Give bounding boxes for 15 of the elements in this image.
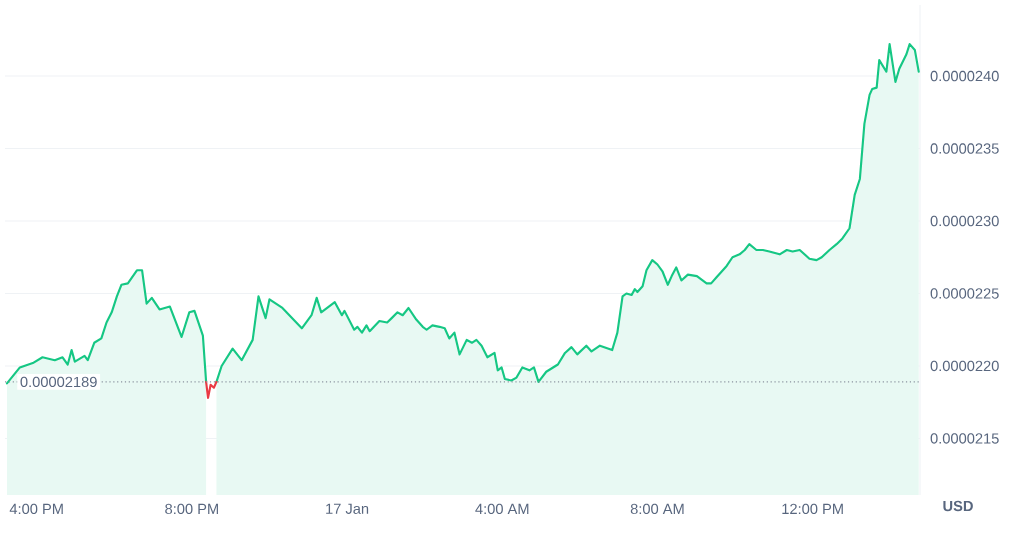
y-tick-label: 0.0000240 xyxy=(930,70,999,82)
x-tick-label: 4:00 AM xyxy=(475,503,529,515)
x-tick-label: 12:00 PM xyxy=(782,503,843,515)
y-tick-label: 0.0000235 xyxy=(930,143,999,154)
line-series xyxy=(205,380,218,399)
x-tick-label: 8:00 AM xyxy=(630,503,684,515)
y-tick-label: 0.0000215 xyxy=(930,433,999,444)
x-tick-label: 17 Jan xyxy=(326,503,369,514)
x-tick-label: 4:00 PM xyxy=(9,503,63,515)
y-axis-title: USD xyxy=(943,500,973,512)
x-tick-label: 8:00 PM xyxy=(165,503,218,515)
y-tick-label: 0.0000230 xyxy=(930,215,999,227)
ref-line-label: 0.00002189 xyxy=(20,376,97,388)
y-tick-label: 0.0000225 xyxy=(930,288,999,299)
y-tick-label: 0.0000220 xyxy=(930,360,999,372)
